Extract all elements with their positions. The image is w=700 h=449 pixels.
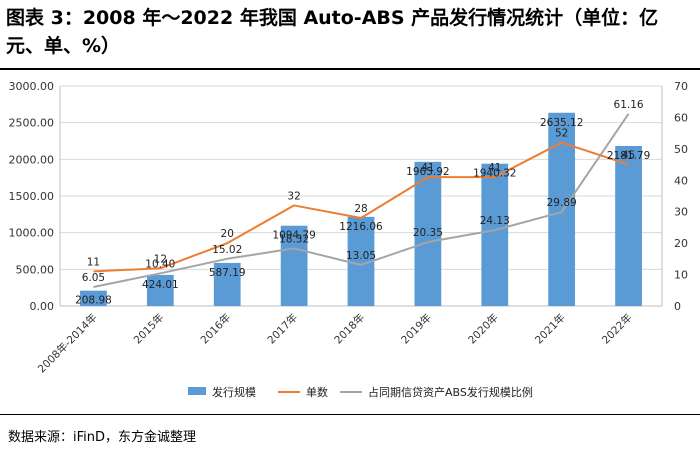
x-tick-label: 2008年-2014年 bbox=[35, 311, 100, 376]
count-value-label: 32 bbox=[287, 190, 300, 202]
bar-value-label: 2181.79 bbox=[607, 150, 650, 162]
ratio-value-label: 10.40 bbox=[145, 258, 175, 270]
legend-label-ratio: 占同期信贷资产ABS发行规模比例 bbox=[368, 385, 533, 399]
y-left-tick-label: 3000.00 bbox=[9, 80, 55, 93]
x-tick-label: 2020年 bbox=[465, 311, 501, 347]
bar bbox=[414, 161, 442, 306]
bar-value-label: 1965.92 bbox=[406, 166, 449, 178]
count-value-label: 45 bbox=[622, 150, 635, 162]
count-value-label: 20 bbox=[221, 228, 234, 240]
y-left-tick-label: 2500.00 bbox=[9, 117, 55, 130]
ratio-value-label: 61.16 bbox=[614, 99, 644, 111]
bar-value-label: 1940.32 bbox=[473, 168, 516, 180]
y-right-tick-label: 0 bbox=[674, 300, 681, 313]
x-tick-label: 2016年 bbox=[198, 311, 234, 347]
bar-value-label: 1216.06 bbox=[339, 221, 383, 233]
count-value-label: 11 bbox=[87, 256, 100, 268]
y-right-tick-label: 60 bbox=[674, 111, 688, 124]
bar-value-label: 2635.12 bbox=[540, 117, 583, 129]
bar bbox=[213, 262, 241, 306]
count-value-label: 41 bbox=[421, 162, 434, 174]
bar bbox=[481, 163, 509, 306]
chart-title: 图表 3：2008 年～2022 年我国 Auto-ABS 产品发行情况统计（单… bbox=[6, 7, 659, 57]
y-right-tick-label: 40 bbox=[674, 174, 688, 187]
data-source: 数据来源：iFinD，东方金诚整理 bbox=[8, 430, 197, 445]
x-tick-label: 2015年 bbox=[131, 311, 167, 347]
ratio-value-label: 15.02 bbox=[212, 244, 242, 256]
bar-value-label: 587.19 bbox=[209, 267, 246, 279]
y-right-tick-label: 30 bbox=[674, 206, 688, 219]
legend-label-bar: 发行规模 bbox=[212, 385, 256, 399]
bar bbox=[146, 274, 174, 306]
x-tick-label: 2022年 bbox=[599, 311, 635, 347]
ratio-line bbox=[93, 113, 630, 288]
bar bbox=[615, 146, 642, 306]
count-value-label: 41 bbox=[488, 162, 501, 174]
count-value-label: 28 bbox=[354, 203, 367, 215]
source-divider bbox=[0, 414, 700, 415]
y-left-tick-label: 2000.00 bbox=[9, 153, 55, 166]
ratio-value-label: 29.89 bbox=[547, 197, 577, 209]
y-right-tick-label: 50 bbox=[674, 143, 688, 156]
x-tick-label: 2017年 bbox=[265, 311, 301, 347]
count-value-label: 12 bbox=[154, 253, 167, 265]
ratio-value-label: 20.35 bbox=[413, 227, 443, 239]
bar bbox=[80, 290, 107, 306]
y-right-tick-label: 20 bbox=[674, 237, 688, 250]
title-divider bbox=[0, 68, 700, 70]
legend-swatch-bar bbox=[188, 387, 206, 395]
count-value-label: 52 bbox=[555, 128, 568, 140]
ratio-value-label: 6.05 bbox=[82, 272, 105, 284]
bar-value-label: 208.98 bbox=[75, 295, 112, 307]
ratio-value-label: 24.13 bbox=[480, 215, 510, 227]
x-tick-label: 2019年 bbox=[398, 311, 434, 347]
y-left-tick-label: 0.00 bbox=[30, 300, 55, 313]
combo-chart: 0.00 500.00 1000.00 1500.00 2000.00 2500.00 30… bbox=[9, 80, 689, 399]
bar-value-label: 424.01 bbox=[142, 279, 179, 291]
y-left-tick-label: 500.00 bbox=[16, 263, 55, 276]
y-right-tick-label: 10 bbox=[674, 269, 688, 282]
x-tick-label: 2018年 bbox=[332, 311, 368, 347]
y-left-tick-label: 1000.00 bbox=[9, 227, 55, 240]
x-tick-label: 2021年 bbox=[532, 311, 568, 347]
ratio-value-label: 13.05 bbox=[346, 250, 376, 262]
legend-label-count: 单数 bbox=[306, 386, 328, 399]
bar bbox=[280, 225, 308, 306]
y-right-tick-label: 70 bbox=[674, 80, 688, 93]
bar-value-label: 1094.79 bbox=[272, 230, 315, 242]
ratio-value-label: 18.32 bbox=[279, 233, 309, 245]
count-line bbox=[93, 141, 629, 273]
y-left-tick-label: 1500.00 bbox=[9, 190, 55, 203]
